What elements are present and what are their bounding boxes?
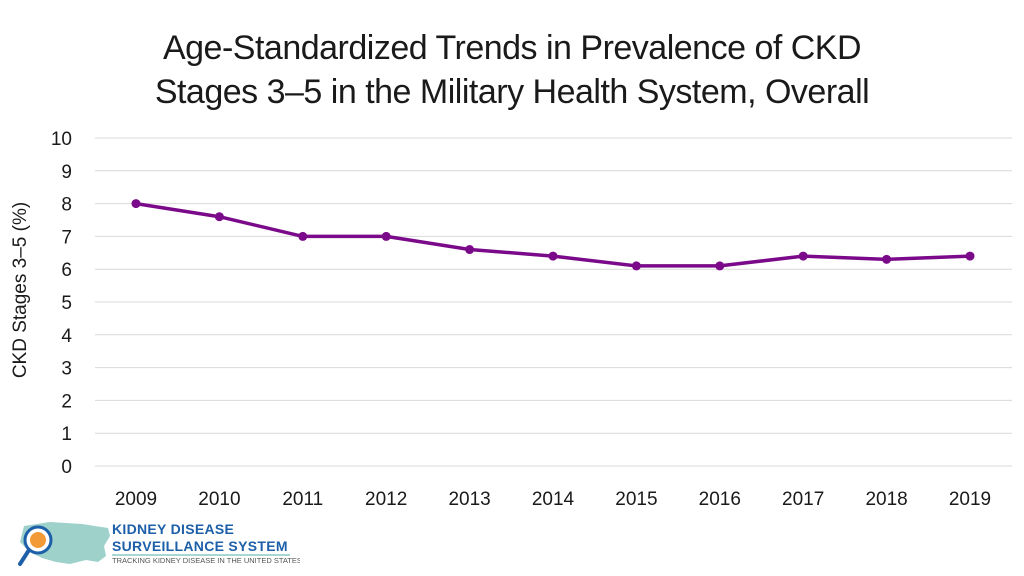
kdss-logo: KIDNEY DISEASE SURVEILLANCE SYSTEM TRACK…: [18, 521, 300, 566]
x-tick-label: 2012: [365, 489, 407, 510]
data-point-2014: [548, 251, 558, 261]
gridlines: [95, 137, 1012, 467]
series-overall: [131, 199, 975, 271]
data-point-2012: [381, 231, 391, 241]
x-tick-label: 2011: [282, 489, 323, 510]
data-point-2009: [131, 199, 141, 209]
y-tick-label: 3: [61, 359, 72, 380]
data-point-2015: [631, 261, 641, 271]
data-point-2018: [882, 254, 892, 264]
x-tick-label: 2017: [782, 489, 824, 510]
x-tick-label: 2015: [615, 489, 657, 510]
magnifier-icon: [18, 525, 53, 566]
data-point-2016: [715, 261, 725, 271]
x-tick-label: 2009: [115, 489, 157, 510]
logo-line3: TRACKING KIDNEY DISEASE IN THE UNITED ST…: [112, 556, 300, 565]
data-point-2013: [465, 245, 475, 255]
x-tick-label: 2010: [198, 489, 240, 510]
y-tick-label: 10: [51, 129, 72, 150]
x-tick-label: 2018: [865, 489, 907, 510]
data-point-2017: [798, 251, 808, 261]
y-axis-label: CKD Stages 3–5 (%): [10, 202, 31, 378]
chart-title-line1: Age-Standardized Trends in Prevalence of…: [162, 29, 862, 67]
chart-title-line2: Stages 3–5 in the Military Health System…: [154, 73, 870, 111]
data-point-2011: [298, 231, 308, 241]
y-tick-label: 2: [61, 391, 72, 412]
chart-title: Age-Standardized Trends in Prevalence of…: [0, 26, 1024, 114]
line-chart: 0 1 2 3 4 5 6 7 8 9 10 2009 2010 2011 2012 2013 2014 201…: [10, 129, 1012, 510]
x-tick-label: 2016: [699, 489, 741, 510]
logo-line1: KIDNEY DISEASE: [112, 521, 234, 537]
x-tick-label: 2014: [532, 489, 575, 510]
y-tick-label: 0: [61, 457, 72, 478]
x-axis-ticks: 2009 2010 2011 2012 2013 2014 2015 2016 2017 2018…: [115, 489, 991, 510]
data-point-2019: [965, 251, 975, 261]
y-axis-ticks: 0 1 2 3 4 5 6 7 8 9 10: [51, 129, 73, 478]
logo-line2: SURVEILLANCE SYSTEM: [112, 538, 288, 554]
y-tick-label: 8: [61, 195, 72, 216]
y-tick-label: 1: [61, 424, 72, 445]
data-point-2010: [214, 212, 224, 222]
x-tick-label: 2019: [949, 489, 991, 510]
y-tick-label: 6: [61, 260, 72, 281]
y-tick-label: 4: [61, 326, 72, 347]
y-tick-label: 9: [61, 162, 72, 183]
y-tick-label: 5: [61, 293, 72, 314]
x-tick-label: 2013: [448, 489, 490, 510]
y-tick-label: 7: [61, 227, 72, 248]
